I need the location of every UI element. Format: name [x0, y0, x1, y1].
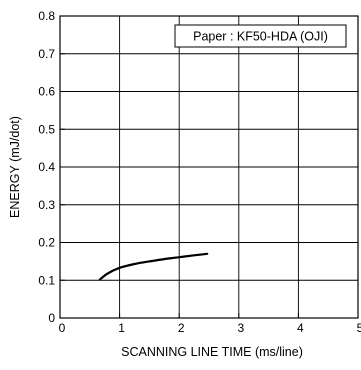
x-tick-label: 5 [357, 321, 361, 335]
y-tick-label: 0.6 [38, 85, 55, 99]
y-tick-label: 0.2 [38, 236, 55, 250]
y-tick-label: 0.4 [38, 160, 55, 174]
series-layer [98, 252, 209, 281]
y-tick-label: 0.3 [38, 198, 55, 212]
x-tick-label: 4 [297, 321, 304, 335]
tick-labels: 0 1 2 3 4 5 0 0.1 0.2 0.3 0.4 0.5 0.6 0.7 0.8 [38, 9, 361, 335]
y-axis-title: ENERGY (mJ/dot) [8, 116, 22, 218]
plot-frame [59, 15, 359, 319]
x-tick-label: 2 [178, 321, 185, 335]
y-tick-label: 0.7 [38, 47, 55, 61]
y-tick-label: 0.8 [38, 9, 55, 23]
x-tick-label: 1 [118, 321, 125, 335]
x-tick-label: 0 [59, 321, 66, 335]
paper-annotation: Paper : KF50-HDA (OJI) [174, 24, 347, 48]
energy-curve [98, 252, 209, 281]
y-tick-label: 0.1 [38, 273, 55, 287]
x-tick-label: 3 [237, 321, 244, 335]
annotation-text: Paper : KF50-HDA (OJI) [193, 30, 328, 44]
grid-lines [60, 16, 358, 318]
y-tick-label: 0 [48, 311, 55, 325]
y-tick-label: 0.5 [38, 122, 55, 136]
x-axis-title: SCANNING LINE TIME (ms/line) [121, 345, 303, 359]
annotation-box [174, 24, 347, 48]
